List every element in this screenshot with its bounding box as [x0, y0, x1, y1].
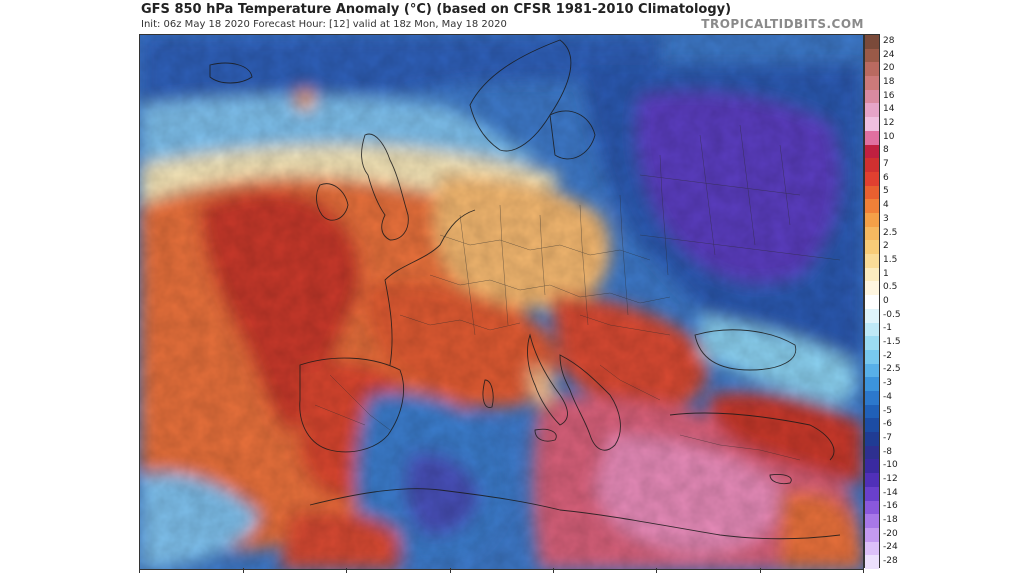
colorbar-swatch — [865, 418, 879, 433]
colorbar-label: -28 — [883, 556, 898, 567]
colorbar-label: -20 — [883, 528, 898, 539]
colorbar-label: 4 — [883, 200, 889, 211]
colorbar-label: 5 — [883, 186, 889, 197]
colorbar-label: -2.5 — [883, 364, 901, 375]
colorbar-label: 2 — [883, 241, 889, 252]
colorbar-swatch — [865, 500, 879, 515]
colorbar-label: -2 — [883, 350, 892, 361]
map-canvas — [140, 35, 863, 569]
colorbar-swatch — [865, 363, 879, 378]
texture-overlay — [140, 35, 863, 569]
colorbar-swatch — [865, 473, 879, 488]
chart-title: GFS 850 hPa Temperature Anomaly (°C) (ba… — [141, 2, 732, 17]
colorbar-swatch — [865, 254, 879, 269]
colorbar-swatch — [865, 89, 879, 104]
colorbar-swatch — [865, 322, 879, 337]
colorbar-swatch — [865, 541, 879, 556]
colorbar-swatch — [865, 459, 879, 474]
colorbar-swatch — [865, 171, 879, 187]
colorbar-label: -1 — [883, 323, 892, 334]
colorbar-label: -7 — [883, 432, 892, 443]
colorbar-swatch — [865, 117, 879, 132]
colorbar-label: 12 — [883, 118, 895, 128]
colorbar-label: 3 — [883, 213, 889, 224]
colorbar-swatch — [865, 432, 879, 447]
colorbar-swatch — [865, 103, 879, 118]
colorbar-label: -1.5 — [883, 337, 901, 348]
colorbar-label: 16 — [883, 90, 895, 101]
colorbar-swatch — [865, 76, 879, 91]
colorbar-swatch — [865, 62, 879, 77]
colorbar-label: -8 — [883, 446, 892, 457]
tick-mark — [346, 568, 347, 573]
colorbar-swatch — [865, 527, 879, 543]
colorbar-swatch — [865, 404, 879, 419]
colorbar-swatch — [865, 240, 879, 255]
colorbar-swatch — [865, 213, 879, 228]
tick-mark — [243, 568, 244, 573]
colorbar-label: 8 — [883, 145, 889, 156]
x-axis-ticks — [139, 568, 864, 574]
colorbar-swatch — [865, 514, 879, 529]
colorbar-swatch — [865, 336, 879, 351]
tick-mark — [863, 568, 864, 573]
colorbar-swatch — [865, 308, 879, 324]
colorbar-label: -16 — [883, 501, 898, 512]
colorbar-label: -6 — [883, 419, 892, 430]
colorbar-label: 0.5 — [883, 282, 898, 293]
colorbar-swatch — [865, 555, 879, 570]
colorbar-swatch — [865, 486, 879, 502]
colorbar-label: -12 — [883, 474, 898, 484]
tick-mark — [656, 568, 657, 573]
colorbar-label: 0 — [883, 296, 889, 306]
tick-mark — [139, 568, 140, 573]
tick-mark — [760, 568, 761, 573]
colorbar-swatch — [865, 226, 879, 241]
colorbar-swatch — [865, 445, 879, 460]
colorbar-label: 20 — [883, 63, 895, 74]
colorbar-swatch — [865, 158, 879, 173]
colorbar-swatch — [865, 35, 879, 50]
colorbar-label: 6 — [883, 172, 889, 183]
colorbar-labels: 28 24 20 18 16 14 12 10 8 7 6 5 4 3 2.5 2 1.5 1 0.5 0 -0.5 -1… — [883, 34, 923, 568]
colorbar-swatch — [865, 349, 879, 365]
colorbar-swatch — [865, 295, 879, 310]
colorbar-label: 1 — [883, 268, 889, 279]
colorbar — [864, 34, 880, 570]
colorbar-swatch — [865, 199, 879, 214]
colorbar-label: -14 — [883, 487, 898, 498]
colorbar-swatch — [865, 130, 879, 146]
tick-mark — [450, 568, 451, 573]
colorbar-label: 1.5 — [883, 254, 898, 265]
colorbar-label: 18 — [883, 76, 895, 87]
colorbar-label: -4 — [883, 391, 892, 402]
colorbar-swatch — [865, 48, 879, 63]
forecast-info: Init: 06z May 18 2020 Forecast Hour: [12… — [141, 19, 507, 30]
colorbar-swatch — [865, 267, 879, 282]
colorbar-swatch — [865, 185, 879, 200]
tick-mark — [553, 568, 554, 573]
anomaly-map — [139, 34, 864, 570]
colorbar-label: -0.5 — [883, 309, 901, 320]
colorbar-label: -18 — [883, 515, 898, 526]
colorbar-label: -5 — [883, 405, 892, 416]
colorbar-label: 7 — [883, 159, 889, 170]
colorbar-label: 2.5 — [883, 227, 898, 238]
colorbar-label: -10 — [883, 460, 898, 471]
colorbar-label: 14 — [883, 104, 895, 115]
colorbar-label: -3 — [883, 378, 892, 389]
colorbar-swatch — [865, 144, 879, 159]
coastlines — [209, 39, 841, 540]
colorbar-swatch — [865, 281, 879, 296]
colorbar-label: 10 — [883, 131, 895, 142]
colorbar-label: 28 — [883, 35, 895, 46]
brand-watermark[interactable]: TROPICALTIDBITS.COM — [701, 17, 864, 31]
borders — [314, 124, 841, 461]
colorbar-swatch — [865, 391, 879, 406]
colorbar-swatch — [865, 377, 879, 392]
colorbar-label: 24 — [883, 49, 895, 60]
colorbar-label: -24 — [883, 542, 898, 553]
